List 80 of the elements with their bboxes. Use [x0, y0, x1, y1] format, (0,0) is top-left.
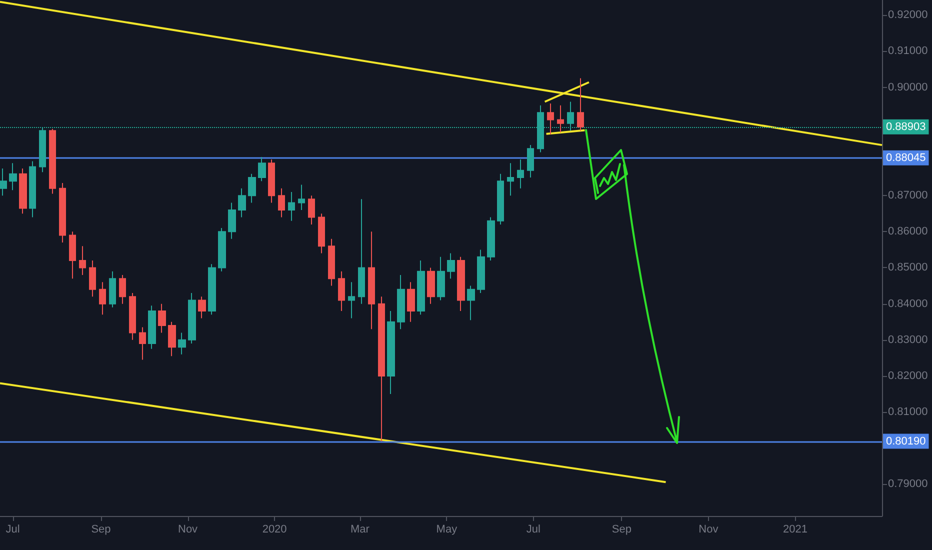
y-tick-label: 0.91000 — [888, 45, 928, 58]
candlestick — [119, 274, 126, 304]
x-tick-label: 2021 — [782, 524, 808, 536]
candlestick — [378, 296, 385, 442]
candlestick — [368, 231, 375, 330]
candlestick — [407, 282, 415, 322]
candlestick — [318, 213, 325, 254]
ref-line-label: 0.88903 — [886, 120, 926, 133]
candlestick — [148, 305, 156, 350]
candlestick — [198, 296, 206, 319]
y-tick-label: 0.79000 — [888, 478, 928, 490]
candlestick — [507, 162, 514, 196]
candlestick — [517, 158, 524, 189]
candlestick — [59, 182, 66, 243]
candlestick — [308, 195, 315, 225]
candlestick — [288, 191, 295, 222]
y-tick-label: 0.86000 — [888, 226, 928, 238]
candlestick — [477, 249, 485, 294]
candlestick — [298, 184, 305, 211]
candlestick — [278, 188, 285, 218]
candlestick — [188, 292, 196, 344]
candlestick — [248, 173, 256, 204]
candlestick — [79, 246, 86, 276]
candlestick — [437, 256, 445, 301]
candlestick — [387, 310, 395, 395]
x-tick-label: 2020 — [262, 524, 287, 536]
y-tick-label: 0.81000 — [888, 406, 928, 418]
candlestick — [208, 264, 216, 316]
candlestick — [268, 158, 275, 204]
candlestick — [158, 303, 166, 334]
candlestick — [338, 270, 345, 312]
candlestick — [328, 238, 335, 286]
candlestick — [139, 326, 146, 360]
candlestick — [29, 160, 36, 218]
candlestick — [557, 104, 564, 133]
y-tick-label: 0.92000 — [888, 9, 928, 22]
candlestick — [467, 285, 475, 321]
candlestick — [348, 282, 355, 319]
candlestick — [178, 332, 186, 355]
y-tick-label: 0.87000 — [888, 190, 928, 202]
candlestick — [577, 78, 584, 132]
candlestick — [527, 144, 534, 178]
x-tick-label: Nov — [178, 524, 198, 536]
x-tick-label: May — [436, 524, 458, 536]
y-tick-label: 0.90000 — [888, 81, 928, 94]
x-tick-label: Mar — [350, 524, 370, 536]
candlestick — [69, 231, 76, 280]
candlestick — [238, 188, 246, 218]
x-tick-label: Jul — [526, 524, 540, 536]
candlestick — [0, 168, 7, 196]
ref-line-label: 0.88045 — [886, 152, 926, 164]
x-tick-label: Nov — [698, 524, 719, 536]
candlestick — [497, 173, 504, 225]
candlestick — [228, 202, 236, 240]
candlestick — [89, 260, 96, 298]
candlestick — [168, 321, 176, 357]
y-tick-label: 0.84000 — [888, 298, 928, 310]
candlestick — [427, 267, 435, 304]
x-tick-label: Sep — [91, 524, 111, 536]
y-tick-label: 0.85000 — [888, 262, 928, 274]
candlestick — [99, 282, 106, 316]
x-tick-label: Jul — [6, 524, 20, 536]
candlestick — [218, 228, 226, 272]
candlestick — [49, 128, 56, 194]
y-tick-label: 0.83000 — [888, 334, 928, 346]
candlestick — [358, 198, 365, 304]
candlestick — [19, 168, 27, 214]
candlestick — [487, 216, 495, 262]
ref-line-label: 0.80190 — [886, 435, 926, 448]
y-tick-label: 0.82000 — [888, 370, 928, 382]
candlestick — [417, 260, 425, 316]
candlestick — [447, 252, 455, 280]
candlestick — [258, 156, 266, 182]
candlestick — [547, 103, 554, 135]
x-tick-label: Sep — [612, 524, 632, 536]
candlestick — [457, 256, 465, 312]
candlestick — [397, 274, 405, 330]
candlestick — [129, 292, 136, 340]
candlestick — [9, 162, 17, 191]
candlestick — [109, 270, 116, 308]
